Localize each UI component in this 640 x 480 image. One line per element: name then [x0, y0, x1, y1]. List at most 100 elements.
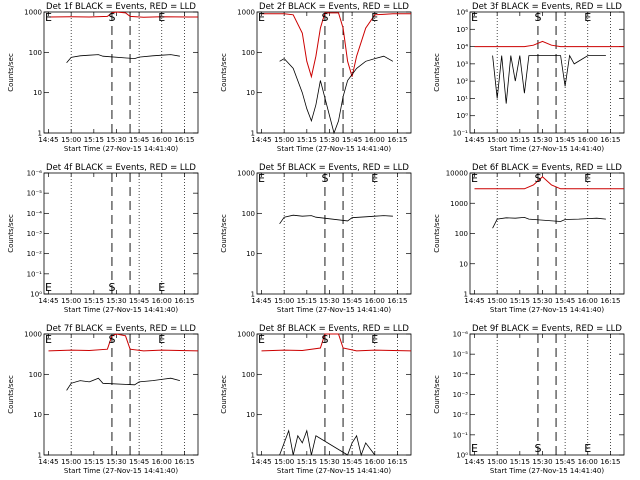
y-tick-label: 1000 [237, 9, 255, 17]
y-axis-label: Counts/sec [7, 214, 15, 253]
x-tick-label: 14:45 [38, 136, 58, 144]
x-tick-label: 15:00 [61, 136, 81, 144]
y-tick-label: 10³ [456, 60, 468, 68]
events-series-line [492, 54, 606, 104]
x-tick-label: 15:30 [319, 458, 339, 466]
panel-title: Det 5f BLACK = Events, RED = LLD [259, 163, 409, 173]
lld-series-line [261, 333, 412, 352]
x-tick-label: 15:15 [510, 297, 530, 305]
y-tick-label: 10⁰ [30, 291, 42, 299]
x-axis-label: Start Time (27-Nov-15 14:41:40) [277, 306, 391, 314]
y-tick-label: 10⁻³ [27, 230, 43, 238]
x-tick-label: 15:45 [129, 458, 149, 466]
x-tick-label: 15:00 [61, 458, 81, 466]
y-tick-label: 10⁶ [456, 9, 468, 17]
event-marker-label: E [371, 333, 378, 346]
panel-title: Det 6f BLACK = Events, RED = LLD [472, 163, 622, 173]
panel-title: Det 8f BLACK = Events, RED = LLD [259, 324, 409, 334]
y-tick-label: 10 [246, 89, 255, 97]
x-tick-label: 16:00 [578, 458, 598, 466]
x-tick-label: 15:00 [487, 136, 507, 144]
event-marker-label: S [108, 11, 115, 24]
x-tick-label: 15:00 [487, 458, 507, 466]
x-tick-label: 15:30 [532, 136, 552, 144]
y-tick-label: 1 [251, 291, 255, 299]
lld-series-line [48, 333, 199, 352]
panel-det-7: Det 7f BLACK = Events, RED = LLD 1 10 100 10… [7, 324, 199, 475]
panel-det-2: Det 2f BLACK = Events, RED = LLD 1 10 100 10… [220, 2, 412, 153]
x-tick-label: 16:00 [152, 136, 172, 144]
x-tick-label: 16:15 [600, 136, 620, 144]
x-tick-label: 15:00 [274, 297, 294, 305]
plot-frame [256, 172, 412, 295]
panel-det-8: Det 8f BLACK = Events, RED = LLD 1 10 100 10… [220, 324, 412, 475]
y-tick-label: 10 [459, 260, 468, 268]
x-tick-label: 16:00 [152, 297, 172, 305]
y-tick-label: 10¹ [456, 95, 468, 103]
event-marker-label: E [584, 172, 591, 185]
plot-frame [256, 11, 412, 134]
x-tick-label: 15:30 [532, 297, 552, 305]
x-tick-label: 15:45 [555, 458, 575, 466]
lld-series-line [474, 40, 624, 48]
x-tick-label: 15:15 [297, 297, 317, 305]
y-tick-label: 1 [251, 452, 255, 460]
y-tick-label: 10⁰ [456, 112, 468, 120]
lld-series-line [48, 11, 198, 18]
y-axis-label: Counts/sec [433, 375, 441, 414]
panel-det-4: Det 4f BLACK = Events, RED = LLD 10⁰ 10⁻¹ 1… [7, 163, 199, 314]
event-marker-label: E [158, 333, 165, 346]
x-tick-label: 16:15 [600, 458, 620, 466]
event-marker-label: E [471, 172, 478, 185]
y-tick-label: 100 [29, 371, 42, 379]
x-tick-label: 15:15 [510, 136, 530, 144]
x-tick-label: 15:00 [274, 136, 294, 144]
y-tick-label: 10⁴ [456, 43, 468, 51]
y-tick-label: 10⁻⁴ [453, 371, 469, 379]
y-tick-label: 1000 [24, 9, 42, 17]
y-tick-label: 10⁰ [456, 452, 468, 460]
x-tick-label: 14:45 [464, 297, 484, 305]
plot-frame [469, 172, 625, 295]
event-marker-label: S [534, 442, 541, 455]
plot-frame [43, 333, 199, 456]
event-marker-label: S [321, 333, 328, 346]
x-tick-label: 15:45 [129, 136, 149, 144]
x-tick-label: 14:45 [464, 458, 484, 466]
y-tick-label: 10⁻² [453, 411, 469, 419]
x-tick-label: 14:45 [464, 136, 484, 144]
y-axis-label: Counts/sec [220, 53, 228, 92]
x-tick-label: 16:15 [174, 136, 194, 144]
y-tick-label: 100 [242, 371, 255, 379]
y-tick-label: 10⁻⁵ [27, 190, 43, 198]
x-tick-label: 16:15 [387, 297, 407, 305]
events-series-line [279, 55, 394, 135]
y-axis-label: Counts/sec [220, 375, 228, 414]
x-tick-label: 16:00 [365, 297, 385, 305]
x-tick-label: 15:15 [84, 297, 104, 305]
y-tick-label: 10⁻⁶ [453, 331, 469, 339]
panel-title: Det 4f BLACK = Events, RED = LLD [46, 163, 196, 173]
panel-title: Det 3f BLACK = Events, RED = LLD [472, 2, 622, 12]
y-tick-label: 10⁻⁵ [453, 351, 469, 359]
y-tick-label: 100 [242, 49, 255, 57]
x-axis-label: Start Time (27-Nov-15 14:41:40) [277, 145, 391, 153]
y-tick-label: 10⁻¹ [453, 130, 469, 138]
event-marker-label: E [371, 172, 378, 185]
y-axis-label: Counts/sec [433, 214, 441, 253]
event-marker-label: S [108, 333, 115, 346]
event-marker-label: E [258, 333, 265, 346]
event-marker-label: E [158, 11, 165, 24]
event-marker-label: S [321, 172, 328, 185]
y-tick-label: 100 [455, 230, 468, 238]
y-tick-label: 10⁻¹ [27, 270, 43, 278]
panel-det-9: Det 9f BLACK = Events, RED = LLD 10⁰ 10⁻¹ 1… [433, 324, 625, 475]
x-tick-label: 16:15 [387, 458, 407, 466]
x-tick-label: 15:00 [274, 458, 294, 466]
panel-title: Det 9f BLACK = Events, RED = LLD [472, 324, 622, 334]
x-axis-label: Start Time (27-Nov-15 14:41:40) [64, 145, 178, 153]
event-marker-label: S [534, 172, 541, 185]
panel-det-1: Det 1f BLACK = Events, RED = LLD 1 10 100 10… [7, 2, 199, 153]
lld-series-line [474, 176, 624, 190]
x-tick-label: 15:15 [84, 136, 104, 144]
